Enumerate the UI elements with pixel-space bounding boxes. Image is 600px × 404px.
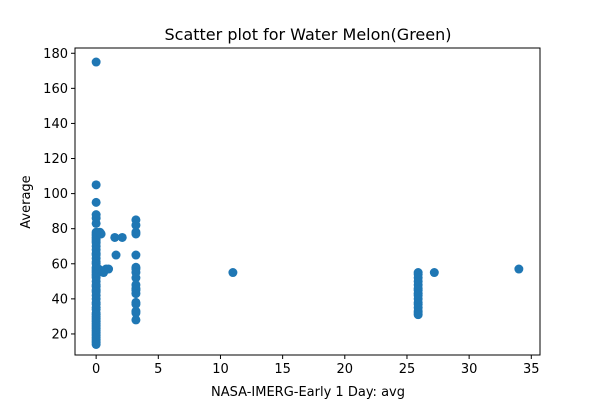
- scatter-point: [91, 218, 101, 228]
- x-axis-label: NASA-IMERG-Early 1 Day: avg: [211, 385, 405, 400]
- scatter-point: [131, 229, 141, 239]
- y-axis-ticks: 20 40 60 80 100 120 140 160 180: [43, 47, 75, 342]
- x-tick-label: 20: [337, 362, 354, 377]
- y-tick-label: 80: [51, 222, 68, 237]
- scatter-point: [131, 250, 141, 260]
- y-tick-label: 180: [43, 47, 68, 62]
- scatter-point: [429, 268, 439, 278]
- scatter-point: [91, 180, 101, 190]
- scatter-point: [104, 264, 114, 274]
- x-axis-ticks: 0 5 10 15 20 25 30 35: [92, 355, 540, 377]
- scatter-point: [96, 229, 106, 239]
- scatter-point: [131, 273, 141, 283]
- scatter-points: [91, 57, 524, 349]
- y-tick-label: 20: [51, 327, 68, 342]
- scatter-point: [131, 220, 141, 230]
- scatter-point: [91, 339, 101, 349]
- scatter-point: [111, 250, 121, 260]
- scatter-point: [514, 264, 524, 274]
- y-tick-label: 160: [43, 82, 68, 97]
- y-tick-label: 120: [43, 152, 68, 167]
- x-tick-label: 10: [212, 362, 229, 377]
- y-tick-label: 60: [51, 257, 68, 272]
- scatter-point: [131, 289, 141, 299]
- y-tick-label: 100: [43, 187, 68, 202]
- scatter-point: [117, 232, 127, 242]
- x-tick-label: 30: [461, 362, 478, 377]
- x-tick-label: 5: [154, 362, 162, 377]
- x-tick-label: 25: [399, 362, 416, 377]
- scatter-point: [131, 315, 141, 325]
- x-tick-label: 0: [92, 362, 100, 377]
- plot-frame: [74, 47, 541, 356]
- y-axis-label: Average: [19, 175, 34, 228]
- x-tick-label: 35: [523, 362, 540, 377]
- chart-title: Scatter plot for Water Melon(Green): [165, 25, 452, 44]
- scatter-point: [91, 197, 101, 207]
- scatter-point: [413, 310, 423, 320]
- y-tick-label: 140: [43, 117, 68, 132]
- scatter-point: [131, 308, 141, 318]
- y-tick-label: 40: [51, 292, 68, 307]
- scatter-point: [131, 299, 141, 309]
- scatter-point: [228, 268, 238, 278]
- scatter-point: [110, 232, 120, 242]
- scatter-point: [91, 57, 101, 67]
- x-tick-label: 15: [274, 362, 291, 377]
